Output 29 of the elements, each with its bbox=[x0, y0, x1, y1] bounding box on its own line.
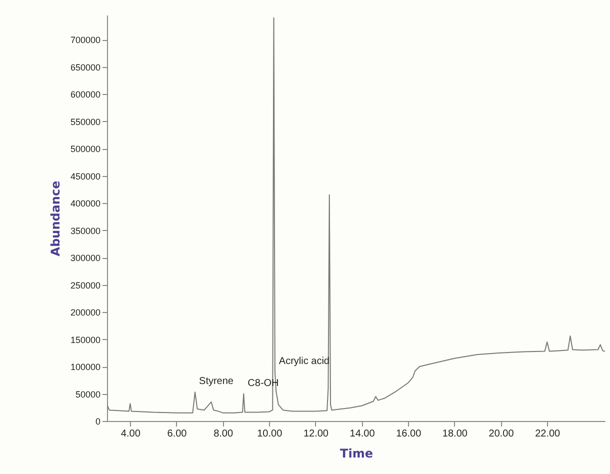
y-tick-label: 400000 bbox=[70, 198, 100, 209]
y-tick-label: 100000 bbox=[70, 362, 100, 372]
y-tick-label: 250000 bbox=[70, 280, 100, 290]
x-tick-label: 4.00 bbox=[120, 428, 141, 440]
y-tick-label: 350000 bbox=[70, 226, 100, 236]
y-tick-label: 150000 bbox=[70, 334, 100, 345]
x-tick-label: 12.00 bbox=[303, 428, 329, 440]
x-tick-label: 20.00 bbox=[488, 428, 514, 440]
x-tick-label: 22.00 bbox=[535, 428, 561, 440]
x-tick-label: 10.00 bbox=[257, 428, 283, 440]
y-tick-label: 600000 bbox=[70, 90, 100, 100]
y-tick-label: 300000 bbox=[70, 253, 100, 264]
y-tick-label: 650000 bbox=[70, 62, 100, 72]
x-tick-label: 16.00 bbox=[396, 428, 422, 440]
line-series bbox=[107, 17, 605, 414]
x-tick-label: 18.00 bbox=[442, 428, 468, 440]
x-axis-title: Time bbox=[340, 446, 373, 460]
y-tick-label: 200000 bbox=[70, 308, 100, 318]
y-axis-title: Abundance bbox=[48, 180, 62, 256]
annotation: Styrene bbox=[199, 376, 234, 388]
x-tick-label: 6.00 bbox=[167, 428, 188, 440]
y-tick-label: 550000 bbox=[70, 116, 100, 127]
y-tick-label: 500000 bbox=[70, 144, 100, 154]
x-tick-label: 8.00 bbox=[214, 428, 234, 440]
y-tick-label: 450000 bbox=[70, 171, 100, 182]
y-tick-label: 0 bbox=[95, 416, 100, 426]
x-tick-label: 14.00 bbox=[350, 428, 376, 440]
y-tick-label: 700000 bbox=[70, 35, 100, 46]
y-tick-label: 50000 bbox=[75, 389, 100, 400]
